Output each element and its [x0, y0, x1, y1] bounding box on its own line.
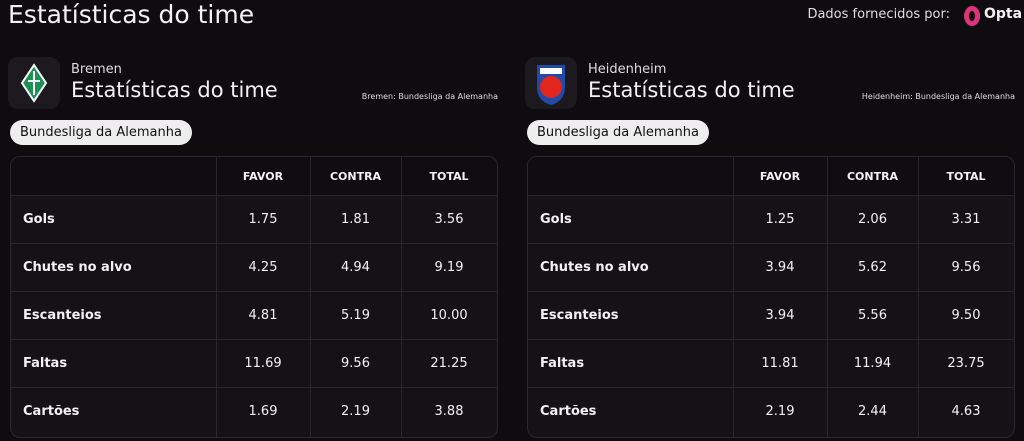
column-header: FAVOR [759, 169, 801, 183]
stats-table: FAVOR CONTRA TOTAL Gols 1.25 2.06 3.31 Chutes n… [527, 156, 1015, 438]
stat-value: 5.62 [858, 259, 887, 275]
panel-title: Estatísticas do time [588, 78, 795, 102]
stat-value: 2.19 [765, 403, 795, 419]
row-divider [528, 195, 1014, 196]
stat-value: 10.00 [430, 307, 468, 323]
stat-value: 9.50 [951, 307, 981, 323]
column-header: TOTAL [429, 169, 469, 183]
stat-label: Escanteios [540, 307, 619, 323]
provider: Opta [984, 6, 1023, 22]
stat-label: Cartões [540, 403, 597, 419]
panel-title: Estatísticas do time [71, 78, 278, 102]
stat-value: 2.44 [858, 403, 887, 419]
column-divider [310, 157, 311, 437]
row-divider [528, 339, 1014, 340]
column-header: FAVOR [242, 169, 284, 183]
column-divider [733, 157, 734, 437]
stat-value: 3.94 [765, 259, 795, 275]
table-header [11, 157, 497, 195]
stat-value: 5.19 [341, 307, 370, 323]
stat-value: 21.25 [430, 355, 468, 371]
opta-logo [964, 6, 981, 26]
stat-value: 11.81 [761, 355, 799, 371]
stat-value: 9.56 [951, 259, 981, 275]
stats-table: FAVOR CONTRA TOTAL Gols 1.75 1.81 3.56 Chutes n… [10, 156, 498, 438]
stat-value: 1.81 [341, 211, 370, 227]
stat-value: 2.06 [858, 211, 887, 227]
stat-label: Cartões [23, 403, 80, 419]
team-name: Bremen [71, 62, 122, 77]
column-divider [827, 157, 828, 437]
stat-value: 11.94 [853, 355, 892, 371]
stat-label: Chutes no alvo [540, 259, 649, 275]
column-header: CONTRA [846, 169, 899, 183]
stat-value: 11.69 [244, 355, 282, 371]
column-header: CONTRA [329, 169, 382, 183]
team-panel: Bremen Estatísticas do time Bremen: Bundes… [8, 55, 498, 438]
stat-value: 1.75 [248, 211, 278, 227]
stat-value: 23.75 [947, 355, 985, 371]
competition-chip: Bundesliga da Alemanha [10, 120, 192, 145]
row-divider [11, 387, 497, 388]
row-divider [11, 339, 497, 340]
stat-value: 9.19 [434, 259, 464, 275]
team-name: Heidenheim [588, 62, 667, 77]
stat-label: Escanteios [23, 307, 102, 323]
column-divider [216, 157, 217, 437]
stat-value: 3.88 [434, 403, 464, 419]
stat-label: Chutes no alvo [23, 259, 132, 275]
competition-chip: Bundesliga da Alemanha [527, 120, 709, 145]
stat-value: 4.94 [341, 259, 370, 275]
team-panel: Heidenheim Estatísticas do time Heidenheim… [525, 55, 1015, 438]
stat-value: 1.69 [248, 403, 278, 419]
stat-value: 2.19 [341, 403, 370, 419]
stat-label: Gols [540, 211, 572, 227]
team-logo [8, 57, 60, 109]
column-divider [918, 157, 919, 437]
column-header: TOTAL [946, 169, 986, 183]
stat-value: 3.56 [434, 211, 464, 227]
stat-value: 3.94 [765, 307, 795, 323]
stat-value: 3.31 [951, 211, 981, 227]
stat-label: Gols [23, 211, 55, 227]
provider-label: Dados fornecidos por: [807, 7, 950, 22]
row-divider [11, 243, 497, 244]
row-divider [528, 387, 1014, 388]
page-title: Estatísticas do time [8, 0, 255, 29]
row-divider [528, 243, 1014, 244]
competition-note: Bremen: Bundesliga da Alemanha [361, 92, 498, 101]
stat-label: Faltas [540, 355, 585, 371]
row-divider [528, 291, 1014, 292]
stat-value: 4.25 [248, 259, 278, 275]
competition-note: Heidenheim: Bundesliga da Alemanha [861, 92, 1015, 101]
stat-value: 4.81 [248, 307, 278, 323]
table-header [528, 157, 1014, 195]
stat-value: 5.56 [858, 307, 887, 323]
stat-value: 1.25 [765, 211, 795, 227]
stat-value: 4.63 [951, 403, 981, 419]
row-divider [11, 291, 497, 292]
column-divider [401, 157, 402, 437]
team-logo [525, 57, 577, 109]
row-divider [11, 195, 497, 196]
stat-label: Faltas [23, 355, 68, 371]
stat-value: 9.56 [341, 355, 370, 371]
